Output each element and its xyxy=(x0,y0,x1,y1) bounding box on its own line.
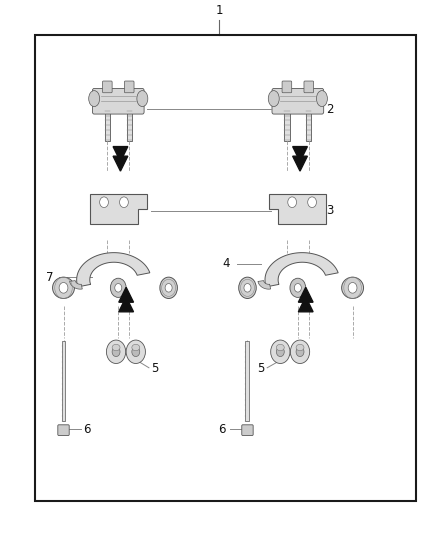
Ellipse shape xyxy=(160,277,177,298)
Circle shape xyxy=(132,347,140,357)
Ellipse shape xyxy=(132,344,140,351)
Circle shape xyxy=(110,278,126,297)
Text: 7: 7 xyxy=(46,271,53,284)
Circle shape xyxy=(106,340,126,364)
Text: 5: 5 xyxy=(258,362,265,375)
Circle shape xyxy=(244,284,251,292)
FancyBboxPatch shape xyxy=(127,107,132,141)
Text: 6: 6 xyxy=(218,423,226,435)
Polygon shape xyxy=(298,297,313,312)
FancyBboxPatch shape xyxy=(102,81,112,93)
Circle shape xyxy=(126,340,145,364)
Circle shape xyxy=(115,284,122,292)
Circle shape xyxy=(296,347,304,357)
Circle shape xyxy=(307,197,316,207)
Polygon shape xyxy=(113,147,128,161)
Ellipse shape xyxy=(276,344,284,351)
Text: 4: 4 xyxy=(223,257,230,270)
Ellipse shape xyxy=(112,344,120,351)
Text: 6: 6 xyxy=(83,423,91,435)
Ellipse shape xyxy=(296,344,304,351)
Polygon shape xyxy=(113,156,128,171)
Ellipse shape xyxy=(137,91,148,107)
FancyBboxPatch shape xyxy=(92,88,144,114)
FancyBboxPatch shape xyxy=(105,107,110,141)
Ellipse shape xyxy=(342,277,364,298)
FancyBboxPatch shape xyxy=(304,81,314,93)
Circle shape xyxy=(112,347,120,357)
FancyBboxPatch shape xyxy=(284,107,290,141)
Circle shape xyxy=(290,340,310,364)
Circle shape xyxy=(271,340,290,364)
FancyBboxPatch shape xyxy=(58,425,69,435)
Polygon shape xyxy=(258,280,271,289)
Circle shape xyxy=(59,282,68,293)
Ellipse shape xyxy=(89,91,100,107)
Polygon shape xyxy=(269,194,326,224)
FancyBboxPatch shape xyxy=(124,81,134,93)
Text: 2: 2 xyxy=(326,103,334,116)
FancyBboxPatch shape xyxy=(282,81,292,93)
Polygon shape xyxy=(265,253,338,287)
FancyBboxPatch shape xyxy=(246,341,250,421)
Polygon shape xyxy=(90,194,147,224)
Ellipse shape xyxy=(239,277,256,298)
Circle shape xyxy=(100,197,109,207)
Polygon shape xyxy=(298,287,313,302)
Bar xyxy=(35,35,416,501)
Polygon shape xyxy=(119,297,134,312)
FancyBboxPatch shape xyxy=(61,341,66,421)
Text: 5: 5 xyxy=(151,362,159,375)
Polygon shape xyxy=(77,253,150,287)
Ellipse shape xyxy=(316,91,328,107)
FancyBboxPatch shape xyxy=(306,107,311,141)
Polygon shape xyxy=(293,156,307,171)
Text: 1: 1 xyxy=(215,4,223,17)
Polygon shape xyxy=(70,280,82,289)
Circle shape xyxy=(120,197,128,207)
Polygon shape xyxy=(119,287,134,302)
Circle shape xyxy=(348,282,357,293)
Polygon shape xyxy=(293,147,307,161)
Circle shape xyxy=(276,347,284,357)
Ellipse shape xyxy=(53,277,74,298)
Circle shape xyxy=(294,284,301,292)
Circle shape xyxy=(288,197,297,207)
FancyBboxPatch shape xyxy=(272,88,324,114)
FancyBboxPatch shape xyxy=(242,425,253,435)
Text: 3: 3 xyxy=(326,204,334,217)
Circle shape xyxy=(290,278,306,297)
Circle shape xyxy=(165,284,172,292)
Ellipse shape xyxy=(268,91,279,107)
